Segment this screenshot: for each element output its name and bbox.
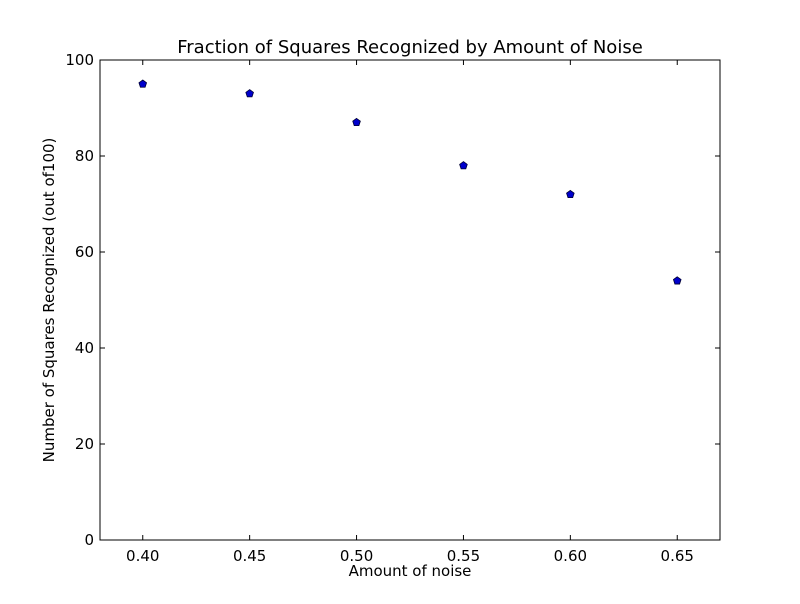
x-tick-label: 0.40 bbox=[126, 547, 159, 565]
y-tick-label: 60 bbox=[75, 243, 94, 261]
data-point bbox=[138, 79, 148, 88]
y-tick-label: 80 bbox=[75, 147, 94, 165]
x-tick-label: 0.55 bbox=[447, 547, 480, 565]
y-tick-label: 20 bbox=[75, 435, 94, 453]
x-axis-ticks: 0.40 0.45 0.50 0.55 0.60 0.65 bbox=[126, 60, 694, 565]
x-tick-label: 0.60 bbox=[554, 547, 587, 565]
x-axis-label: Amount of noise bbox=[349, 562, 472, 580]
y-tick-label: 0 bbox=[84, 531, 94, 549]
x-tick-label: 0.65 bbox=[661, 547, 694, 565]
data-point bbox=[352, 117, 361, 127]
data-point bbox=[566, 189, 575, 199]
chart-title: Fraction of Squares Recognized by Amount… bbox=[177, 37, 643, 58]
y-tick-label: 100 bbox=[65, 51, 94, 69]
data-point bbox=[459, 161, 468, 170]
data-point bbox=[672, 276, 682, 285]
data-point bbox=[245, 89, 254, 98]
y-tick-label: 40 bbox=[75, 339, 94, 357]
x-tick-label: 0.45 bbox=[233, 547, 266, 565]
data-points bbox=[138, 79, 682, 285]
y-axis-label: Number of Squares Recognized (out of100) bbox=[40, 138, 58, 463]
plot-area bbox=[99, 59, 721, 541]
x-tick-label: 0.50 bbox=[340, 547, 373, 565]
y-axis-ticks: 0 20 40 60 80 100 bbox=[65, 51, 720, 549]
